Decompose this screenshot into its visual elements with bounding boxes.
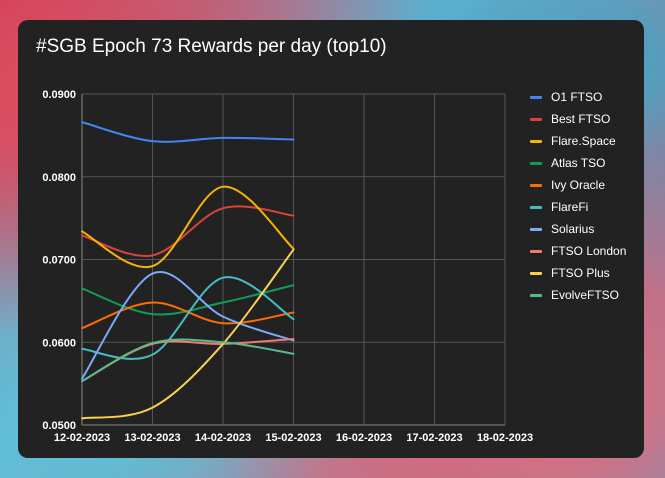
- x-tick-label: 18-02-2023: [477, 432, 533, 444]
- series-line-9[interactable]: [81, 338, 295, 383]
- series-line-0[interactable]: [81, 121, 295, 143]
- legend-swatch: [530, 249, 542, 253]
- series-line-5[interactable]: [81, 276, 295, 360]
- legend: O1 FTSO Best FTSO Flare.Space Atlas TSO Ivy …: [530, 86, 626, 306]
- legend-swatch: [530, 227, 542, 231]
- y-tick-label: 0.0800: [42, 172, 76, 184]
- series-line-2[interactable]: [81, 185, 295, 269]
- x-tick-label: 13-02-2023: [124, 432, 180, 444]
- legend-item-6[interactable]: Solarius: [530, 218, 626, 240]
- legend-swatch: [530, 293, 542, 297]
- legend-item-9[interactable]: EvolveFTSO: [530, 284, 626, 306]
- x-tick-label: 16-02-2023: [336, 432, 392, 444]
- legend-label: Best FTSO: [551, 112, 611, 126]
- legend-swatch: [530, 183, 542, 187]
- legend-item-7[interactable]: FTSO London: [530, 240, 626, 262]
- series-lines: [81, 121, 295, 420]
- legend-label: Ivy Oracle: [551, 178, 606, 192]
- y-axis-ticks: 0.0500 0.0600 0.0700 0.0800 0.0900: [42, 89, 76, 432]
- legend-swatch: [530, 271, 542, 275]
- chart-card: #SGB Epoch 73 Rewards per day (top10) 0.…: [18, 20, 644, 458]
- legend-item-1[interactable]: Best FTSO: [530, 108, 626, 130]
- legend-label: FTSO Plus: [551, 266, 610, 280]
- legend-item-4[interactable]: Ivy Oracle: [530, 174, 626, 196]
- series-line-8[interactable]: [81, 248, 295, 420]
- legend-label: FTSO London: [551, 244, 627, 258]
- legend-item-2[interactable]: Flare.Space: [530, 130, 626, 152]
- legend-label: Solarius: [551, 222, 595, 236]
- series-line-4[interactable]: [81, 301, 295, 330]
- grid-lines: [81, 93, 506, 426]
- legend-swatch: [530, 161, 542, 165]
- x-tick-label: 17-02-2023: [406, 432, 462, 444]
- y-tick-label: 0.0700: [42, 255, 76, 267]
- y-tick-label: 0.0500: [42, 420, 76, 432]
- legend-swatch: [530, 95, 542, 99]
- x-axis-ticks: 12-02-2023 13-02-2023 14-02-2023 15-02-2023…: [54, 432, 533, 444]
- legend-item-8[interactable]: FTSO Plus: [530, 262, 626, 284]
- y-tick-label: 0.0600: [42, 337, 76, 349]
- legend-label: O1 FTSO: [551, 90, 603, 104]
- y-tick-label: 0.0900: [42, 89, 76, 101]
- x-tick-label: 15-02-2023: [265, 432, 321, 444]
- legend-item-0[interactable]: O1 FTSO: [530, 86, 626, 108]
- series-line-6[interactable]: [81, 270, 295, 380]
- legend-label: FlareFi: [551, 200, 589, 214]
- legend-item-5[interactable]: FlareFi: [530, 196, 626, 218]
- legend-item-3[interactable]: Atlas TSO: [530, 152, 626, 174]
- legend-swatch: [530, 117, 542, 121]
- series-line-1[interactable]: [81, 205, 295, 257]
- series-line-7[interactable]: [81, 337, 295, 383]
- legend-swatch: [530, 139, 542, 143]
- chart-title: #SGB Epoch 73 Rewards per day (top10): [36, 36, 387, 57]
- legend-swatch: [530, 205, 542, 209]
- series-line-3[interactable]: [81, 284, 295, 316]
- x-tick-label: 14-02-2023: [195, 432, 251, 444]
- x-tick-label: 12-02-2023: [54, 432, 110, 444]
- legend-label: Atlas TSO: [551, 156, 606, 170]
- legend-label: Flare.Space: [551, 134, 616, 148]
- line-chart: 0.0500 0.0600 0.0700 0.0800 0.0900 12-02-202…: [42, 89, 533, 444]
- legend-label: EvolveFTSO: [551, 288, 620, 302]
